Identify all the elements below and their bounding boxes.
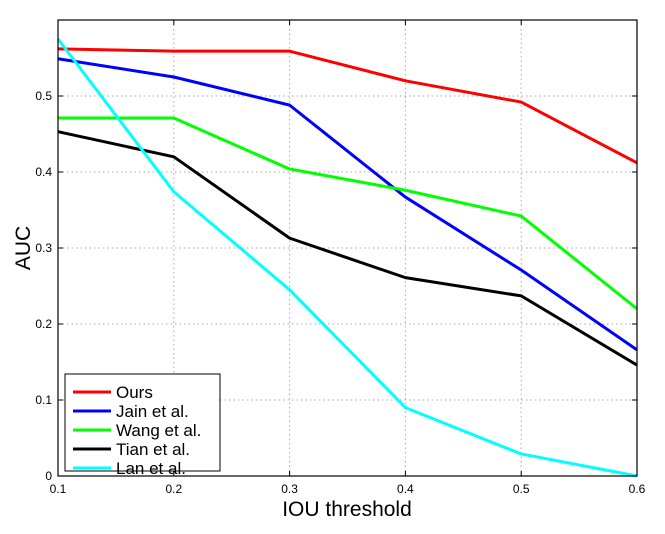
x-tick-label: 0.4: [397, 482, 414, 496]
y-tick-label: 0.1: [35, 393, 52, 407]
series-line-lan-et-al: [56, 38, 638, 478]
x-tick-label: 0.2: [165, 482, 182, 496]
grid-lines: [58, 20, 637, 476]
tick-labels: 0.1 0.2 0.3 0.4 0.5 0.600.10.20.30.40.5: [35, 20, 646, 496]
series-line-jain-et-al: [57, 57, 638, 352]
y-tick-label: 0.3: [35, 241, 52, 255]
legend-label-wang-et-al: Wang et al.: [116, 421, 201, 440]
y-tick-label: 0.2: [35, 317, 52, 331]
series-lines: [56, 38, 638, 478]
series-line-ours: [57, 47, 638, 165]
x-tick-label: 0.5: [513, 482, 530, 496]
y-tick-label: 0: [45, 469, 52, 483]
legend-label-jain-et-al: Jain et al.: [116, 402, 189, 421]
x-tick-label: 0.1: [50, 482, 67, 496]
legend-label-ours: Ours: [116, 383, 153, 402]
x-axis-label: IOU threshold: [282, 498, 412, 521]
y-tick-label: 0.5: [35, 89, 52, 103]
y-axis-label: AUC: [12, 226, 35, 270]
legend-box: [64, 373, 221, 472]
x-tick-label: 0.3: [281, 482, 298, 496]
y-tick-label: 0.4: [35, 165, 52, 179]
series-line-wang-et-al: [58, 116, 638, 310]
series-line-tian-et-al: [57, 130, 638, 367]
legend-label-tian-et-al: Tian et al.: [116, 440, 190, 459]
legend-label-lan-et-al: Lan et al.: [116, 459, 186, 478]
x-tick-label: 0.6: [629, 482, 646, 496]
